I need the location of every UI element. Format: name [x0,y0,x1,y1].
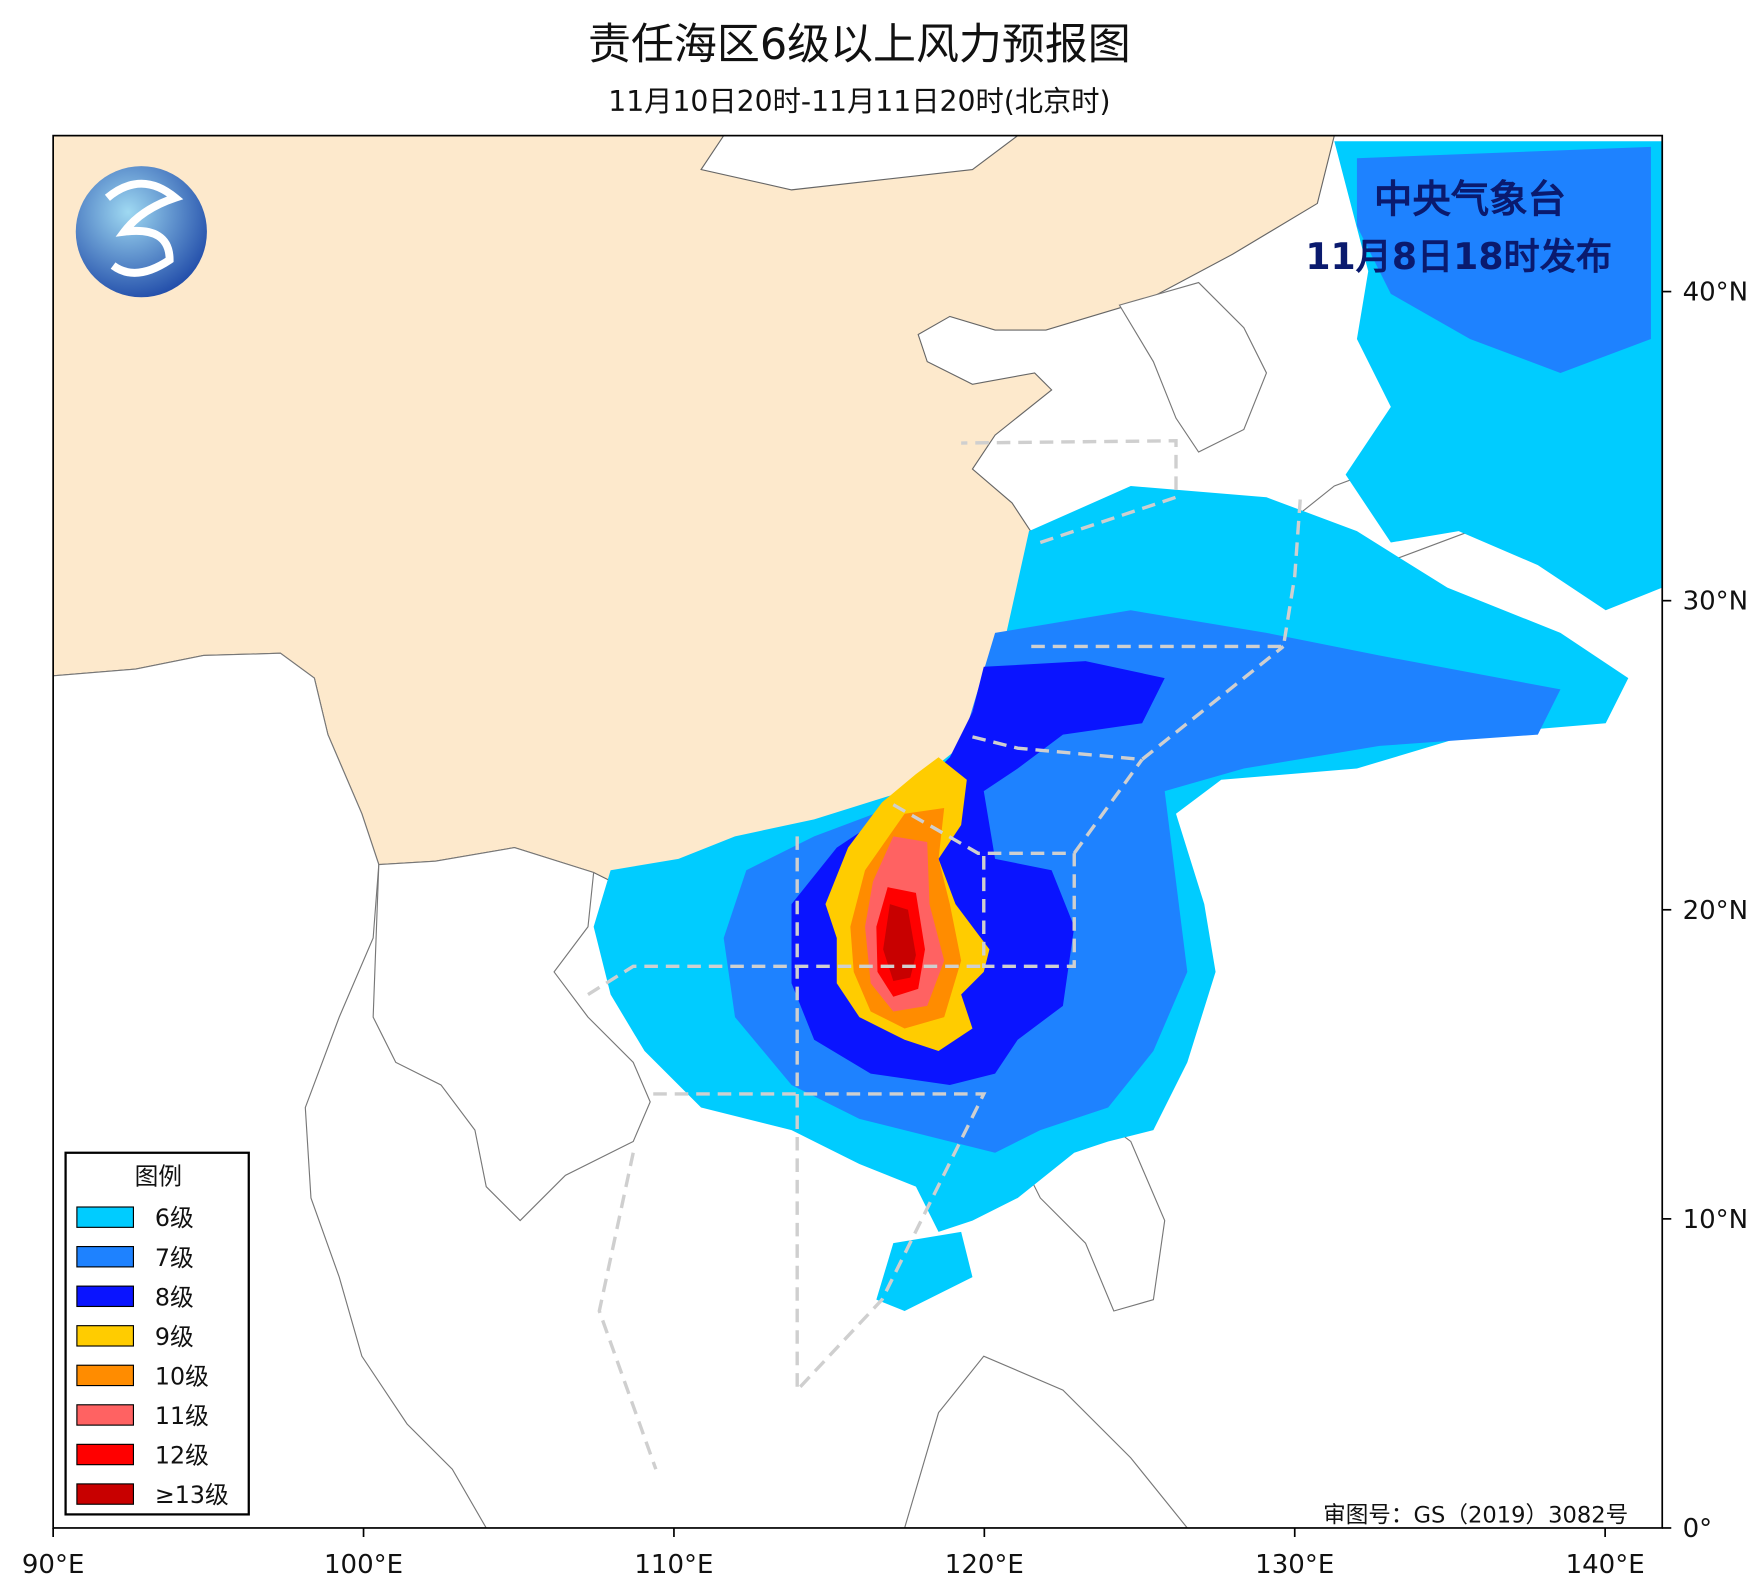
title: 责任海区6级以上风力预报图 [588,20,1131,70]
korea [1118,281,1268,453]
map-frame [52,134,1664,1529]
wind-zones [593,141,1663,1311]
wind-zone [1356,146,1651,373]
legend-label: 12级 [155,1442,209,1470]
responsibility-zone-lines [587,439,1303,1470]
logo [75,166,207,298]
map-area [53,135,1663,1528]
lon-label: 140°E [1566,1550,1645,1580]
lon-label: 130°E [1255,1550,1334,1580]
lat-label: 0° [1683,1514,1713,1544]
logo-mark [104,179,184,277]
issuer-name: 中央气象台 [1374,177,1566,222]
lat-label: 10°N [1683,1205,1749,1235]
legend-swatch [76,1404,134,1426]
lat-label: 20°N [1683,896,1749,926]
legend-label: 9级 [155,1323,194,1351]
lon-label: 90°E [22,1550,85,1580]
lat-label: 30°N [1683,587,1749,617]
wind-zone [876,1231,973,1311]
indochina-land [372,847,651,1222]
legend-label: ≥13级 [155,1481,229,1509]
lat-label: 40°N [1683,278,1749,308]
legend-label: 11级 [155,1402,209,1430]
legend-swatch [76,1325,134,1347]
legend-title: 图例 [135,1162,182,1190]
legend-label: 10级 [155,1362,209,1390]
lon-label: 120°E [945,1550,1024,1580]
legend-swatch [76,1245,134,1268]
axis-ticks: 90°E 100°E 110°E 120°E 130°E 140°E 0° 10°N 20°N 3… [22,278,1748,1581]
wind-zone [883,904,916,981]
legend-swatch [76,1483,134,1505]
lon-label: 110°E [634,1550,713,1580]
legend-swatch [76,1206,134,1228]
approval-number: 审图号：GS（2019）3082号 [1323,1502,1628,1528]
issue-time: 11月8日18时发布 [1305,235,1612,278]
borneo [904,1355,1189,1528]
legend: 图例 6级 7级 8级 9级 10级 11级 12级 ≥13级 [64,1151,250,1516]
legend-swatch [76,1285,134,1308]
legend-swatch [76,1364,134,1387]
legend-label: 6级 [155,1204,194,1232]
subtitle: 11月10日20时-11月11日20时(北京时) [608,85,1110,118]
legend-swatch [76,1443,134,1466]
lon-label: 100°E [324,1550,403,1580]
legend-label: 7级 [155,1244,194,1272]
legend-label: 8级 [155,1283,194,1311]
